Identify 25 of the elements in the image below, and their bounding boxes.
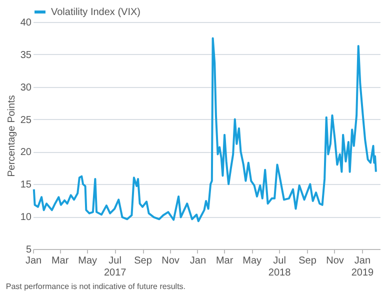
y-tick-label: 10 [20, 212, 32, 224]
line-series [32, 37, 377, 222]
x-tick-label: Sep [134, 256, 152, 266]
x-tick-label: Jan [25, 256, 42, 266]
x-tick-label: Jan 2019 [351, 256, 374, 278]
x-tick-label: May [78, 256, 98, 266]
x-tick-label: Mar [51, 256, 70, 266]
y-tick-label: 30 [20, 82, 32, 94]
x-tick-label: Nov [326, 256, 344, 266]
x-tick-label: Nov [162, 256, 180, 266]
x-tick-label: Jan [190, 256, 206, 266]
y-tick-label: 15 [20, 180, 32, 191]
y-axis-title: Percentage Points [6, 95, 18, 177]
x-tick-label: Sep [298, 256, 317, 266]
x-tick-label: Jul 2018 [268, 256, 292, 278]
text: Past performance is not indicative of future results. [6, 282, 186, 291]
y-tick-label: 5 [26, 244, 32, 256]
legend-label: Volatility Index (VIX) [51, 7, 140, 18]
x-tick-label: Jul 2017 [104, 256, 127, 278]
y-tick-label: 40 [20, 18, 32, 28]
x-tick-label: Mar [216, 256, 234, 266]
y-tick-label: 20 [20, 147, 32, 158]
y-tick-label: 25 [20, 114, 32, 126]
y-tick-label: 35 [20, 50, 32, 61]
x-tick-label: May [242, 256, 262, 266]
